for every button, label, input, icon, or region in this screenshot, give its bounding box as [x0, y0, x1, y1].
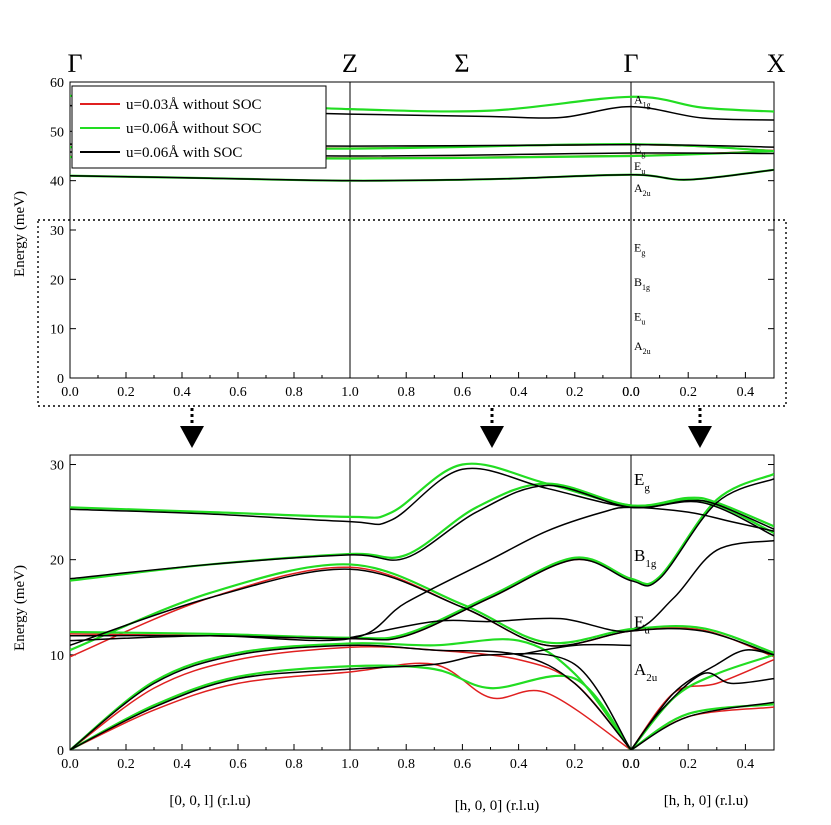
x-tick-label: 0.4: [737, 385, 755, 400]
mode-label: Eu: [634, 159, 645, 176]
x-tick-label: 0.2: [117, 385, 135, 400]
y-tick-label: 60: [50, 76, 64, 91]
x-tick-label: 0.0: [622, 757, 640, 772]
x-tick-label: 0.0: [622, 385, 640, 400]
zoom-window-box: [37, 219, 787, 407]
y-tick-label: 30: [50, 224, 64, 239]
mode-label: B1g: [634, 546, 657, 570]
mode-label: Eg: [634, 240, 645, 257]
y-tick-label: 0: [57, 744, 64, 759]
x-tick-label: 0.0: [61, 385, 79, 400]
mode-label: Eg: [634, 470, 650, 494]
series-branch: [70, 638, 632, 750]
x-tick-label: 0.0: [622, 757, 640, 772]
zoom-arrow-head: [480, 426, 504, 448]
x-tick-label: 0.2: [679, 757, 697, 772]
y-axis-label: Energy (meV): [12, 191, 28, 277]
x-axis-label: [h, 0, 0] (r.l.u): [455, 798, 540, 814]
x-tick-label: 0.4: [737, 757, 755, 772]
y-tick-label: 10: [50, 323, 64, 338]
x-tick-label: 0.4: [173, 385, 191, 400]
x-tick-label: 0.0: [61, 757, 79, 772]
full-range-panel: 0 10 20 30 40 50 60 Energy (meV) 0.0 0.2 0.4 0.6 0.8…: [12, 76, 775, 400]
mode-label: A2u: [634, 181, 651, 198]
y-axis-label: Energy (meV): [12, 565, 28, 651]
y-tick-label: 40: [50, 175, 64, 190]
series-branch: [70, 462, 774, 528]
series-branch: [70, 563, 774, 654]
series-branch: [70, 566, 774, 658]
series-branch: [630, 703, 774, 750]
x-tick-label: 0.8: [397, 385, 415, 400]
high-symmetry-label: Γ: [67, 49, 82, 78]
high-symmetry-label: X: [767, 49, 786, 78]
high-symmetry-label: Γ: [623, 49, 638, 78]
series-branch: [70, 506, 774, 642]
high-symmetry-label: Σ: [454, 49, 469, 78]
x-axis-label: [0, 0, l] (r.l.u): [169, 793, 250, 809]
x-tick-label: 0.6: [454, 757, 472, 772]
series-branch: [630, 653, 774, 750]
high-symmetry-label: Z: [342, 49, 358, 78]
series-branch: [70, 568, 774, 656]
plot-frame: [69, 454, 775, 751]
zoom-arrow-head: [180, 426, 204, 448]
x-tick-label: 0.2: [566, 757, 584, 772]
series-branch: [70, 169, 774, 182]
x-tick-label: 0.6: [229, 757, 247, 772]
mode-label: A2u: [634, 660, 658, 684]
mode-label: Eu: [634, 613, 650, 637]
y-tick-label: 30: [50, 459, 64, 474]
zoomed-panel: 0 10 20 30 Energy (meV) 0.0 0.2 0.4 0.6 0.8 1.0 0.8…: [12, 454, 775, 814]
x-tick-label: 0.2: [679, 385, 697, 400]
x-tick-label: 0.8: [397, 757, 415, 772]
mode-label: Eg: [634, 142, 645, 159]
series-branch: [518, 643, 632, 656]
y-tick-label: 0: [57, 372, 64, 387]
legend-label: u=0.03Å without SOC: [126, 97, 262, 113]
series-branch: [349, 539, 774, 639]
y-tick-label: 20: [50, 273, 64, 288]
series-branch: [70, 644, 632, 750]
series-branch: [70, 484, 774, 580]
zoom-arrow-head: [688, 426, 712, 448]
x-tick-label: 0.4: [510, 385, 528, 400]
mode-label: A2u: [634, 339, 651, 356]
x-tick-label: 0.8: [285, 757, 303, 772]
legend: u=0.03Å without SOC u=0.06Å without SOC u=…: [71, 85, 327, 169]
x-tick-label: 0.0: [622, 385, 640, 400]
x-tick-label: 0.6: [229, 385, 247, 400]
x-tick-label: 1.0: [341, 757, 359, 772]
x-tick-label: 0.2: [566, 385, 584, 400]
series-branch: [70, 652, 632, 750]
legend-label: u=0.06Å with SOC: [126, 145, 242, 161]
overlay: Γ Z Σ Γ Xu=0.03Å without SOC u=0.06Å without …: [37, 49, 787, 448]
series-branch: [70, 473, 774, 640]
legend-label: u=0.06Å without SOC: [126, 121, 262, 137]
series-branch: [630, 649, 774, 750]
x-tick-label: 0.8: [285, 385, 303, 400]
x-tick-label: 0.4: [173, 757, 191, 772]
mode-label: Eu: [634, 309, 645, 326]
series-branch: [70, 664, 632, 750]
y-tick-label: 50: [50, 125, 64, 140]
series-branch: [630, 672, 774, 750]
x-axis-label: [h, h, 0] (r.l.u): [664, 793, 749, 809]
x-tick-label: 0.6: [454, 385, 472, 400]
y-tick-label: 10: [50, 649, 64, 664]
x-tick-label: 0.4: [510, 757, 528, 772]
series-branch: [630, 701, 774, 750]
y-tick-label: 20: [50, 554, 64, 569]
x-tick-label: 1.0: [341, 385, 359, 400]
x-tick-label: 0.2: [117, 757, 135, 772]
series-branch: [70, 467, 774, 530]
mode-label: B1g: [634, 275, 650, 292]
mode-label: A1g: [634, 92, 651, 109]
